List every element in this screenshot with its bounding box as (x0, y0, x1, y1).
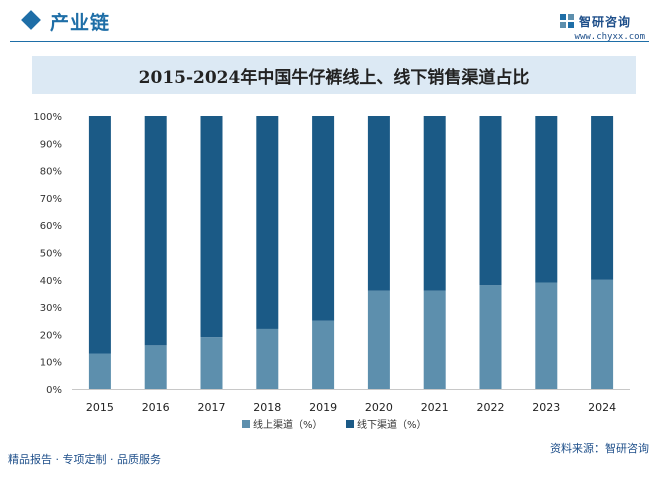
bar-online (200, 337, 223, 389)
bar-offline (367, 116, 390, 291)
logo-text: 智研咨询 (579, 15, 632, 29)
logo-url: www.chyxx.com (574, 32, 645, 42)
source-note: 资料来源：智研咨询 (550, 442, 649, 455)
section-title: 产业链 (50, 12, 111, 34)
y-tick-label: 60% (40, 221, 62, 232)
bar-offline (88, 116, 111, 354)
x-tick-label: 2015 (86, 401, 114, 414)
bar-offline (144, 116, 167, 346)
y-tick-label: 80% (40, 167, 62, 178)
bar-offline (423, 116, 446, 291)
bar-offline (479, 116, 502, 286)
brand-logo: 智研咨询 (559, 13, 645, 31)
x-tick-label: 2017 (198, 401, 226, 414)
y-tick-label: 90% (40, 139, 62, 150)
bar-offline (591, 116, 614, 280)
chart-title-band: 2015-2024年中国牛仔裤线上、线下销售渠道占比 (32, 56, 636, 94)
x-tick-label: 2016 (142, 401, 170, 414)
zhiyan-logo-icon (560, 14, 574, 28)
bar-online (535, 282, 558, 389)
bar-online (88, 353, 111, 389)
x-tick-label: 2018 (253, 401, 281, 414)
legend-swatch-offline (346, 420, 354, 428)
x-tick-label: 2023 (532, 401, 560, 414)
bar-online (479, 285, 502, 389)
bar-offline (200, 116, 223, 338)
page-header: 产业链 智研咨询 www.chyxx.com (0, 0, 659, 44)
bar-offline (535, 116, 558, 283)
legend-swatch-online (242, 420, 250, 428)
header-divider (10, 41, 649, 42)
bar-online (591, 279, 614, 389)
x-tick-label: 2020 (365, 401, 393, 414)
bar-online (144, 345, 167, 389)
legend-label-offline: 线下渠道（%） (357, 418, 427, 431)
y-tick-label: 10% (40, 358, 62, 369)
x-tick-label: 2022 (477, 401, 505, 414)
bar-online (256, 328, 279, 389)
y-tick-label: 50% (40, 249, 62, 260)
bar-online (423, 290, 446, 389)
legend-label-online: 线上渠道（%） (253, 418, 323, 431)
x-tick-label: 2021 (421, 401, 449, 414)
bar-offline (312, 116, 335, 321)
bar-online (312, 320, 335, 389)
y-tick-label: 40% (40, 276, 62, 287)
y-tick-label: 0% (46, 385, 62, 396)
bar-offline (256, 116, 279, 329)
y-tick-label: 100% (33, 112, 62, 123)
bar-online (367, 290, 390, 389)
y-tick-label: 20% (40, 330, 62, 341)
footer-tagline: 精品报告 · 专项定制 · 品质服务 (8, 453, 161, 466)
y-tick-label: 30% (40, 303, 62, 314)
x-tick-label: 2024 (588, 401, 616, 414)
x-tick-label: 2019 (309, 401, 337, 414)
chart-title: 2015-2024年中国牛仔裤线上、线下销售渠道占比 (138, 68, 530, 88)
y-tick-label: 70% (40, 194, 62, 205)
